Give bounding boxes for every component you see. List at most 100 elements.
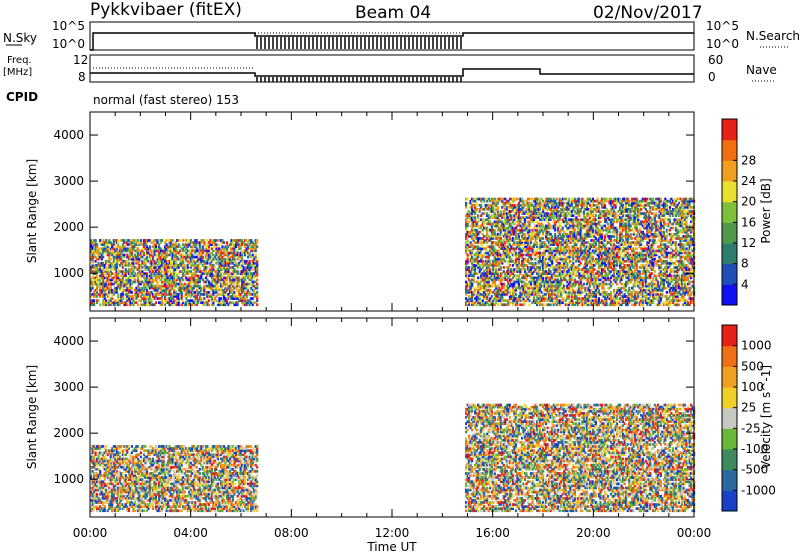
heatmap-cell <box>129 282 132 286</box>
heatmap-cell <box>210 259 213 263</box>
heatmap-cell <box>106 278 109 282</box>
heatmap-cell <box>153 243 156 246</box>
heatmap-cell <box>227 251 230 255</box>
heatmap-cell <box>204 284 207 288</box>
heatmap-cell <box>138 266 141 269</box>
heatmap-cell <box>161 264 164 267</box>
heatmap-cell <box>105 299 108 302</box>
heatmap-cell <box>105 239 108 242</box>
heatmap-cell <box>139 255 142 259</box>
heatmap-cell <box>242 276 245 280</box>
heatmap-cell <box>167 247 170 251</box>
heatmap-cell <box>147 282 150 286</box>
heatmap-cell <box>136 276 139 280</box>
heatmap-cell <box>105 241 108 244</box>
heatmap-cell <box>167 282 170 286</box>
heatmap-cell <box>106 293 109 296</box>
heatmap-cell <box>124 291 127 294</box>
heatmap-cell <box>109 286 112 290</box>
heatmap-cell <box>91 276 94 280</box>
heatmap-cell <box>241 286 244 290</box>
heatmap-cell <box>182 278 185 282</box>
freq-unit: [MHz] <box>3 67 32 78</box>
heatmap-cell <box>180 276 183 280</box>
heatmap-cell <box>195 297 198 300</box>
heatmap-cell <box>198 276 201 280</box>
heatmap-cell <box>109 264 112 267</box>
heatmap-cell <box>206 266 209 269</box>
heatmap-cell <box>256 282 259 286</box>
heatmap-cell <box>215 261 218 265</box>
heatmap-cell <box>192 264 195 267</box>
heatmap-cell <box>124 301 127 304</box>
heatmap-cell <box>186 249 189 253</box>
heatmap-cell <box>124 278 127 282</box>
heatmap-cell <box>109 257 112 261</box>
heatmap-cell <box>188 261 191 265</box>
heatmap-cell <box>138 257 141 261</box>
heatmap-cell <box>118 257 121 261</box>
heatmap-cell <box>105 266 108 269</box>
heatmap-cell <box>228 276 232 280</box>
heatmap-cell <box>235 241 238 244</box>
heatmap-cell <box>108 259 111 263</box>
heatmap-cell <box>194 243 197 246</box>
heatmap-cell <box>239 245 242 249</box>
heatmap-cell <box>139 272 142 275</box>
heatmap-cell <box>94 239 97 242</box>
heatmap-cell <box>90 239 93 242</box>
heatmap-cell <box>197 286 200 290</box>
heatmap-cell <box>103 243 106 246</box>
heatmap-cell <box>129 299 132 302</box>
heatmap-cell <box>233 286 236 290</box>
heatmap-cell <box>148 257 152 261</box>
heatmap-cell <box>218 301 221 304</box>
heatmap-cell <box>156 239 159 242</box>
heatmap-cell <box>227 259 230 263</box>
heatmap-cell <box>230 241 233 244</box>
heatmap-cell <box>168 301 171 304</box>
heatmap-cell <box>230 255 233 259</box>
heatmap-cell <box>93 303 96 307</box>
heatmap-cell <box>191 247 194 251</box>
heatmap-cell <box>138 249 141 253</box>
heatmap-cell <box>230 274 233 278</box>
heatmap-cell <box>91 303 94 307</box>
heatmap-cell <box>167 259 170 263</box>
heatmap-cell <box>108 241 111 244</box>
heatmap-cell <box>179 257 182 261</box>
heatmap-cell <box>144 268 147 271</box>
heatmap-cell <box>105 284 108 288</box>
heatmap-cell <box>235 286 238 290</box>
heatmap-cell <box>224 259 227 263</box>
heatmap-cell <box>219 261 223 265</box>
heatmap-cell <box>144 280 147 284</box>
heatmap-cell <box>91 259 94 263</box>
heatmap-cell <box>203 272 206 275</box>
heatmap-cell <box>112 303 115 307</box>
heatmap-cell <box>207 270 210 273</box>
heatmap-cell <box>124 264 127 267</box>
heatmap-cell <box>148 286 152 290</box>
heatmap-cell <box>186 241 189 244</box>
heatmap-cell <box>154 288 158 292</box>
heatmap-cell <box>168 278 171 282</box>
heatmap-cell <box>189 241 192 244</box>
heatmap-cell <box>215 295 218 298</box>
heatmap-cell <box>127 257 130 261</box>
heatmap-cell <box>540 291 543 294</box>
heatmap-cell <box>213 270 216 273</box>
heatmap-cell <box>91 261 94 265</box>
heatmap-cell <box>91 280 94 284</box>
heatmap-cell <box>256 291 259 294</box>
heatmap-cell <box>132 259 135 263</box>
heatmap-cell <box>96 295 99 298</box>
heatmap-cell <box>204 299 207 302</box>
heatmap-cell <box>200 297 203 300</box>
heatmap-cell <box>198 241 201 244</box>
heatmap-cell <box>99 268 102 271</box>
heatmap-cell <box>203 303 206 307</box>
heatmap-cell <box>475 208 478 211</box>
heatmap-cell <box>108 278 111 282</box>
heatmap-cell <box>200 239 203 242</box>
